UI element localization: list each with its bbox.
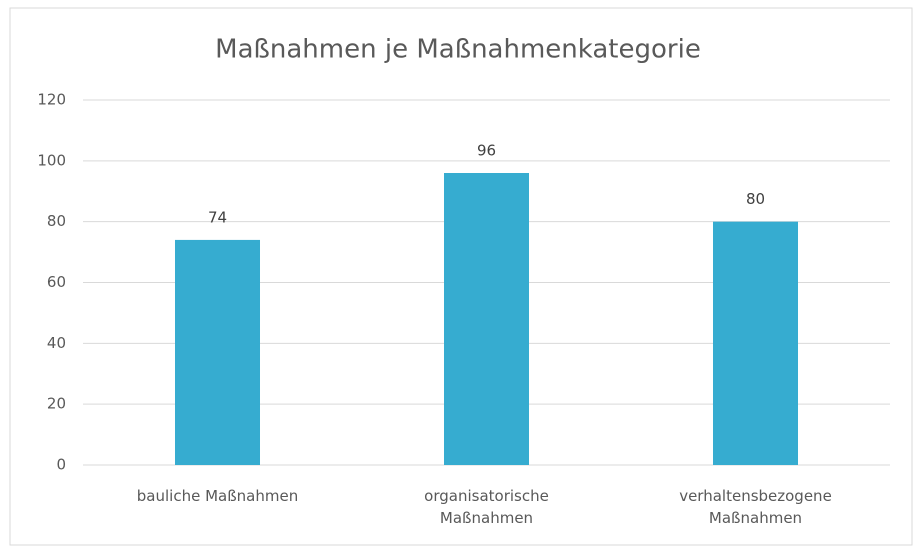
data-label: 96 (477, 142, 496, 160)
data-label: 74 (208, 208, 227, 226)
y-tick-label: 20 (47, 395, 66, 413)
y-tick-label: 80 (47, 212, 66, 230)
data-label: 80 (746, 190, 765, 208)
y-tick-label: 60 (47, 273, 66, 291)
chart-title: Maßnahmen je Maßnahmenkategorie (215, 35, 701, 65)
y-tick-label: 100 (37, 151, 66, 169)
x-tick-label: bauliche Maßnahmen (136, 487, 299, 505)
x-tick-label: verhaltensbezogene Maßnahmen (679, 487, 832, 527)
y-tick-label: 0 (56, 456, 66, 474)
x-tick-label: organisatorische Maßnahmen (424, 487, 549, 527)
bar (174, 239, 261, 465)
bar (443, 173, 530, 465)
bar (712, 221, 799, 465)
y-tick-label: 40 (47, 334, 66, 352)
y-tick-label: 120 (37, 91, 66, 109)
